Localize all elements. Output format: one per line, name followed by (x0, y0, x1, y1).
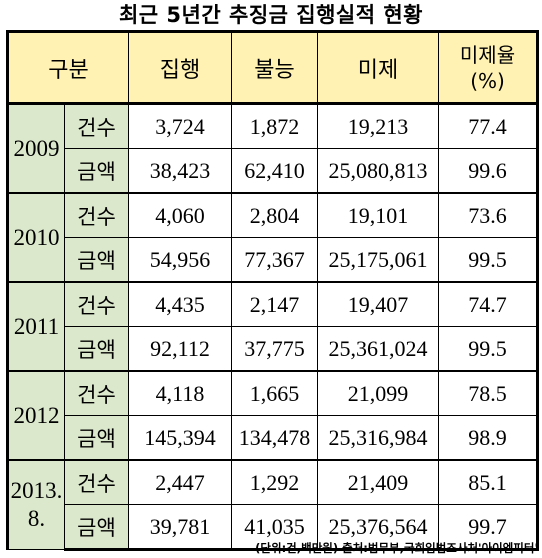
row-label-count: 건수 (64, 281, 129, 327)
cell-rate: 98.9 (438, 415, 539, 461)
row-label-amount: 금액 (64, 415, 129, 461)
cell-rate: 99.5 (438, 326, 539, 372)
cell-unexecuted: 25,175,061 (317, 237, 439, 283)
cell-rate: 99.5 (438, 237, 539, 283)
execution-table: 구분 집행 불능 미제 미제율 (%) 2009 건수 3,724 1,872 19,2… (6, 30, 539, 551)
row-label-amount: 금액 (64, 148, 129, 194)
cell-impossible: 134,478 (231, 415, 318, 461)
cell-impossible: 41,035 (231, 504, 318, 551)
row-label-amount: 금액 (64, 326, 129, 372)
header-rate: 미제율 (%) (438, 30, 539, 104)
cell-impossible: 77,367 (231, 237, 318, 283)
cell-unexecuted: 21,099 (317, 370, 439, 416)
source-note: (단위:건,백만원) 출처:법무부,국회입법조사처'아이엠피터' (255, 541, 538, 555)
year-label: 2009 (13, 135, 60, 161)
row-label-count: 건수 (64, 192, 129, 238)
cell-impossible: 37,775 (231, 326, 318, 372)
cell-impossible: 1,872 (231, 102, 318, 149)
header-unexecuted: 미제 (317, 30, 439, 104)
cell-executed: 39,781 (128, 504, 232, 551)
cell-executed: 2,447 (128, 459, 232, 505)
table-row: 금액 38,423 62,410 25,080,813 99.6 (8, 148, 539, 194)
table-row: 2012 건수 4,118 1,665 21,099 78.5 (6, 370, 539, 461)
header-rate-line2: (%) (470, 68, 505, 93)
year-cell: 2009 (6, 102, 65, 194)
table-row: 2009 건수 3,724 1,872 19,213 77.4 (6, 102, 539, 194)
cell-impossible: 2,804 (231, 192, 318, 238)
table-title: 최근 5년간 추징금 집행실적 현황 (118, 3, 423, 27)
cell-impossible: 62,410 (231, 148, 318, 194)
year-label: 2010 (13, 224, 60, 250)
cell-rate: 77.4 (438, 102, 539, 149)
header-row: 구분 집행 불능 미제 미제율 (%) (6, 30, 539, 104)
table-row: 2013. 8. 건수 2,447 1,292 21,409 85.1 (6, 459, 539, 550)
year-label: 2012 (13, 402, 60, 428)
cell-unexecuted: 25,376,564 (317, 504, 439, 551)
header-executed: 집행 (128, 30, 232, 104)
cell-executed: 4,060 (128, 192, 232, 238)
table-row: 금액 92,112 37,775 25,361,024 99.5 (8, 326, 539, 372)
cell-executed: 4,435 (128, 281, 232, 327)
cell-executed: 92,112 (128, 326, 232, 372)
cell-rate: 99.6 (438, 148, 539, 194)
cell-rate: 73.6 (438, 192, 539, 238)
header-category: 구분 (6, 30, 129, 104)
cell-unexecuted: 19,213 (317, 102, 439, 149)
cell-executed: 4,118 (128, 370, 232, 416)
year-cell: 2011 (6, 281, 65, 372)
cell-executed: 3,724 (128, 102, 232, 149)
table-row: 금액 39,781 41,035 25,376,564 99.7 (8, 504, 539, 551)
cell-unexecuted: 25,361,024 (317, 326, 439, 372)
header-impossible: 불능 (231, 30, 318, 104)
cell-rate: 78.5 (438, 370, 539, 416)
row-label-count: 건수 (64, 102, 129, 149)
cell-impossible: 1,292 (231, 459, 318, 505)
row-label-amount: 금액 (64, 237, 129, 283)
row-label-count: 건수 (64, 459, 129, 505)
year-cell: 2010 (6, 192, 65, 283)
cell-rate: 99.7 (438, 504, 539, 551)
cell-unexecuted: 19,407 (317, 281, 439, 327)
cell-executed: 54,956 (128, 237, 232, 283)
year-cell: 2013. 8. (6, 459, 65, 550)
table-row: 금액 54,956 77,367 25,175,061 99.5 (8, 237, 539, 283)
cell-unexecuted: 19,101 (317, 192, 439, 238)
row-label-amount: 금액 (64, 504, 129, 551)
year-label-line2: 8. (27, 506, 46, 531)
cell-rate: 85.1 (438, 459, 539, 505)
table-row: 2010 건수 4,060 2,804 19,101 73.6 (6, 192, 539, 283)
row-label-count: 건수 (64, 370, 129, 416)
year-label: 2013. (10, 478, 63, 503)
table-row: 금액 145,394 134,478 25,316,984 98.9 (8, 415, 539, 461)
cell-unexecuted: 21,409 (317, 459, 439, 505)
cell-unexecuted: 25,080,813 (317, 148, 439, 194)
header-rate-line1: 미제율 (459, 42, 516, 67)
cell-unexecuted: 25,316,984 (317, 415, 439, 461)
cell-impossible: 1,665 (231, 370, 318, 416)
cell-rate: 74.7 (438, 281, 539, 327)
cell-impossible: 2,147 (231, 281, 318, 327)
year-cell: 2012 (6, 370, 65, 461)
cell-executed: 145,394 (128, 415, 232, 461)
table-row: 2011 건수 4,435 2,147 19,407 74.7 (6, 281, 539, 372)
year-label: 2011 (13, 313, 60, 339)
cell-executed: 38,423 (128, 148, 232, 194)
